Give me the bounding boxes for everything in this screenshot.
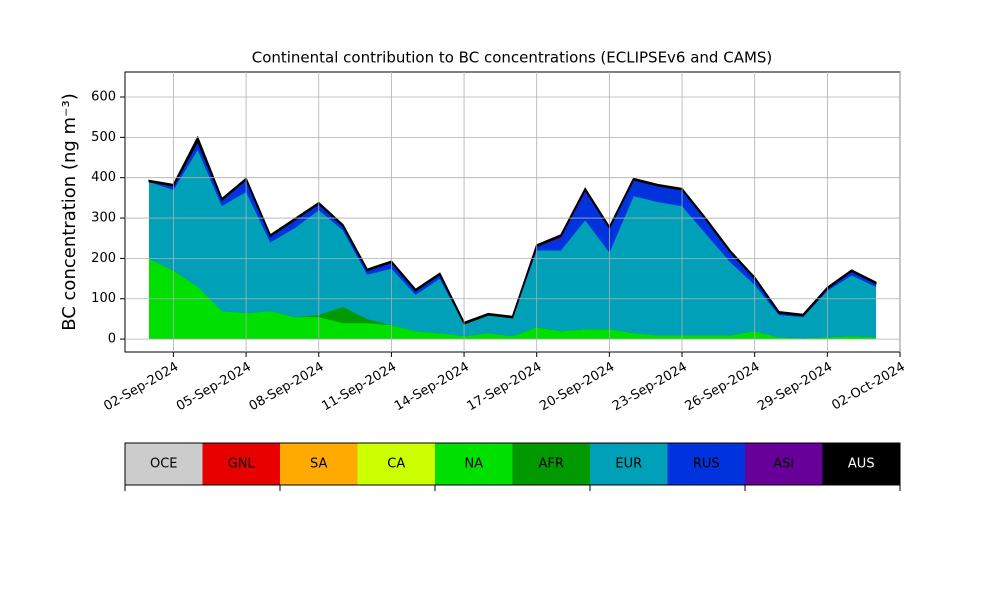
y-tick-label: 400 <box>91 170 116 185</box>
area <box>148 135 877 325</box>
legend-label: OCE <box>150 457 178 472</box>
x-tick-label: 02-Sep-2024 <box>101 360 181 415</box>
legend: OCE GNL SA CA NA AFR EUR RUS ASI AUS <box>124 442 901 486</box>
y-tick-label: 300 <box>91 211 116 226</box>
legend-swatch <box>745 443 823 485</box>
y-tick-label: 0 <box>108 332 116 347</box>
plot-area <box>148 135 877 340</box>
legend-swatch <box>667 443 745 485</box>
legend-swatch <box>822 443 900 485</box>
y-axis-label: BC concentration (ng m⁻³) <box>59 93 80 331</box>
legend-swatch <box>202 443 280 485</box>
legend-swatch <box>512 443 590 485</box>
legend-frame <box>124 442 901 486</box>
x-tick-label: 29-Sep-2024 <box>755 360 835 415</box>
y-tick-label: 500 <box>91 130 116 145</box>
x-tick-label: 14-Sep-2024 <box>392 360 472 415</box>
x-tick-label: 26-Sep-2024 <box>683 360 763 415</box>
x-tick-label: 08-Sep-2024 <box>247 360 327 415</box>
x-tick-label: 02-Oct-2024 <box>829 360 907 414</box>
legend-swatch <box>435 443 513 485</box>
legend-label: ASI <box>773 457 794 472</box>
x-tick-label: 11-Sep-2024 <box>319 360 399 415</box>
legend-label: EUR <box>615 457 642 472</box>
chart-title: Continental contribution to BC concentra… <box>252 49 773 67</box>
legend-label: NA <box>464 457 483 472</box>
legend-label: AFR <box>539 457 564 472</box>
legend-label: SA <box>310 457 327 472</box>
legend-swatch <box>590 443 668 485</box>
legend-ticks <box>124 485 901 491</box>
x-tick-label: 23-Sep-2024 <box>610 360 690 415</box>
y-tick-label: 100 <box>91 291 116 306</box>
x-tick-label: 17-Sep-2024 <box>465 360 545 415</box>
legend-swatch <box>280 443 358 485</box>
y-tick-label: 600 <box>91 90 116 105</box>
x-tick-label: 20-Sep-2024 <box>537 360 617 415</box>
legend-label: RUS <box>693 457 720 472</box>
legend-label: AUS <box>848 457 875 472</box>
legend-swatch <box>357 443 435 485</box>
y-tick-label: 200 <box>91 251 116 266</box>
legend-swatch <box>125 443 203 485</box>
x-tick-label: 05-Sep-2024 <box>174 360 254 415</box>
legend-label: GNL <box>228 457 256 472</box>
legend-label: CA <box>387 457 405 472</box>
